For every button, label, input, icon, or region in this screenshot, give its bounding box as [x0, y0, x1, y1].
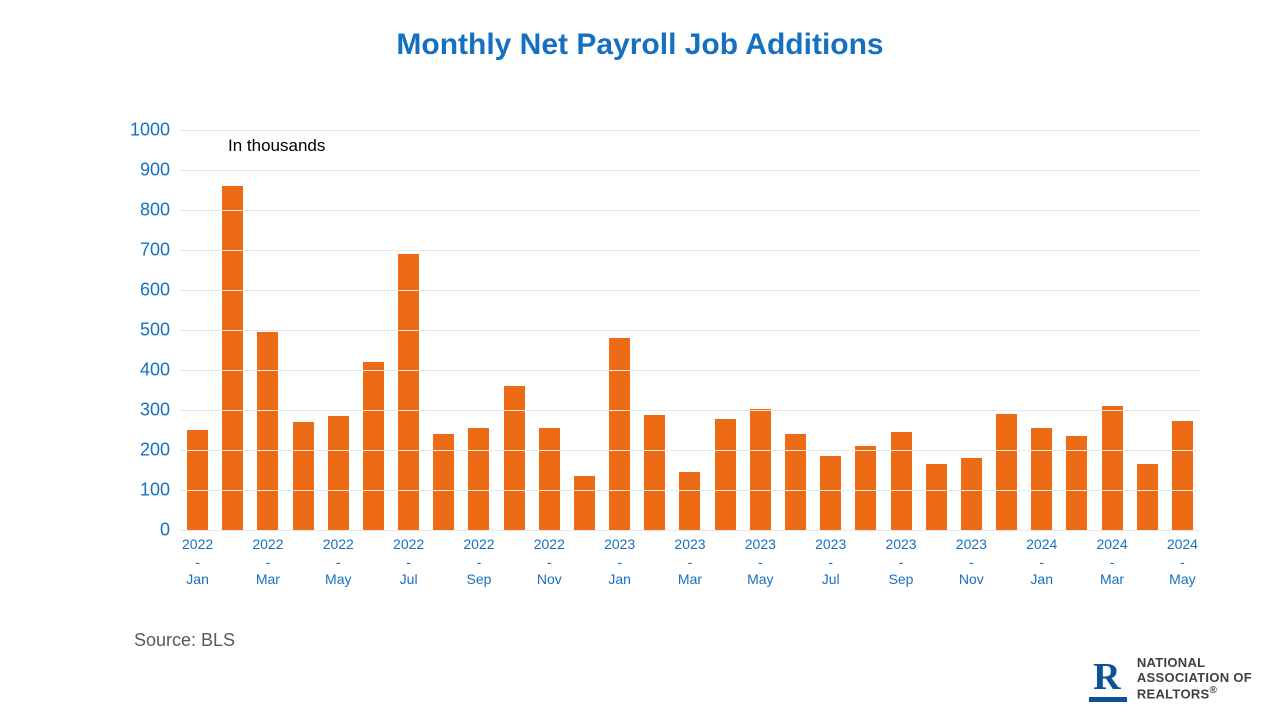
x-axis-label: 2022 -Jan [180, 536, 215, 589]
x-axis-label [497, 536, 532, 589]
y-axis-label: 400 [120, 360, 170, 381]
bar [750, 409, 771, 530]
y-axis-label: 900 [120, 160, 170, 181]
gridline [180, 130, 1200, 131]
bar [644, 415, 665, 530]
x-axis-label [286, 536, 321, 589]
x-axis-label: 2022 -Sep [461, 536, 496, 589]
y-axis-label: 0 [120, 520, 170, 541]
x-axis-label: 2022 -Jul [391, 536, 426, 589]
y-axis-label: 800 [120, 200, 170, 221]
nar-logo-mark: R [1089, 656, 1127, 702]
bar [996, 414, 1017, 530]
x-axis-label: 2023 -May [743, 536, 778, 589]
source-text: Source: BLS [134, 630, 235, 651]
gridline [180, 290, 1200, 291]
gridline [180, 330, 1200, 331]
bar [609, 338, 630, 530]
x-axis-label: 2023 -Jan [602, 536, 637, 589]
gridline [180, 370, 1200, 371]
bar [961, 458, 982, 530]
nar-logo-text: NATIONAL ASSOCIATION OF REALTORS® [1137, 656, 1252, 701]
bar [504, 386, 525, 530]
gridline [180, 530, 1200, 531]
bar [1172, 421, 1193, 530]
bar [855, 446, 876, 530]
bar [926, 464, 947, 530]
bar [433, 434, 454, 530]
gridline [180, 450, 1200, 451]
x-axis-label: 2024 -Jan [1024, 536, 1059, 589]
y-axis-label: 700 [120, 240, 170, 261]
x-axis-label: 2022 -May [321, 536, 356, 589]
x-axis-label: 2023 -Nov [954, 536, 989, 589]
bar [539, 428, 560, 530]
bar [257, 332, 278, 530]
x-axis-label: 2023 -Mar [672, 536, 707, 589]
chart-title: Monthly Net Payroll Job Additions [0, 0, 1280, 62]
nar-logo-line1: NATIONAL [1137, 656, 1252, 670]
bar [187, 430, 208, 530]
x-axis-label [989, 536, 1024, 589]
x-axis-label: 2024 -May [1165, 536, 1200, 589]
x-axis-label [567, 536, 602, 589]
bar [679, 472, 700, 530]
x-axis-label [426, 536, 461, 589]
gridline [180, 210, 1200, 211]
x-axis-label [919, 536, 954, 589]
nar-logo-line3: REALTORS® [1137, 685, 1252, 702]
x-axis-label [1130, 536, 1165, 589]
nar-logo-r-icon: R [1093, 658, 1121, 696]
xlabels-container: 2022 -Jan 2022 -Mar 2022 -May 2022 -Jul 2022… [180, 536, 1200, 589]
x-axis-label [778, 536, 813, 589]
gridline [180, 250, 1200, 251]
bar [328, 416, 349, 530]
x-axis-label [356, 536, 391, 589]
bar [574, 476, 595, 530]
x-axis-label: 2022 -Nov [532, 536, 567, 589]
y-axis-label: 600 [120, 280, 170, 301]
chart-area: 2022 -Jan2022 -Mar2022 -May2022 -Jul2022… [120, 130, 1200, 560]
bar [1102, 406, 1123, 530]
nar-logo-line2: ASSOCIATION OF [1137, 671, 1252, 685]
bar [398, 254, 419, 530]
y-axis-label: 200 [120, 440, 170, 461]
nar-logo: R NATIONAL ASSOCIATION OF REALTORS® [1089, 656, 1252, 702]
x-axis-label: 2022 -Mar [250, 536, 285, 589]
bar [715, 419, 736, 530]
x-axis-label [848, 536, 883, 589]
x-axis-label [637, 536, 672, 589]
x-axis-label [708, 536, 743, 589]
x-axis-label [215, 536, 250, 589]
x-axis-label: 2024 -Mar [1094, 536, 1129, 589]
bar [820, 456, 841, 530]
x-axis-label [1059, 536, 1094, 589]
y-axis-label: 300 [120, 400, 170, 421]
bar [363, 362, 384, 530]
bar [1031, 428, 1052, 530]
bar [891, 432, 912, 530]
bar [785, 434, 806, 530]
gridline [180, 490, 1200, 491]
gridline [180, 410, 1200, 411]
bar [1137, 464, 1158, 530]
plot-region: 2022 -Jan2022 -Mar2022 -May2022 -Jul2022… [180, 130, 1200, 530]
y-axis-label: 1000 [120, 120, 170, 141]
x-axis-label: 2023 -Jul [813, 536, 848, 589]
bar [293, 422, 314, 530]
gridline [180, 170, 1200, 171]
x-axis-label: 2023 -Sep [883, 536, 918, 589]
bar [222, 186, 243, 530]
y-axis-label: 100 [120, 480, 170, 501]
bar [468, 428, 489, 530]
y-axis-label: 500 [120, 320, 170, 341]
